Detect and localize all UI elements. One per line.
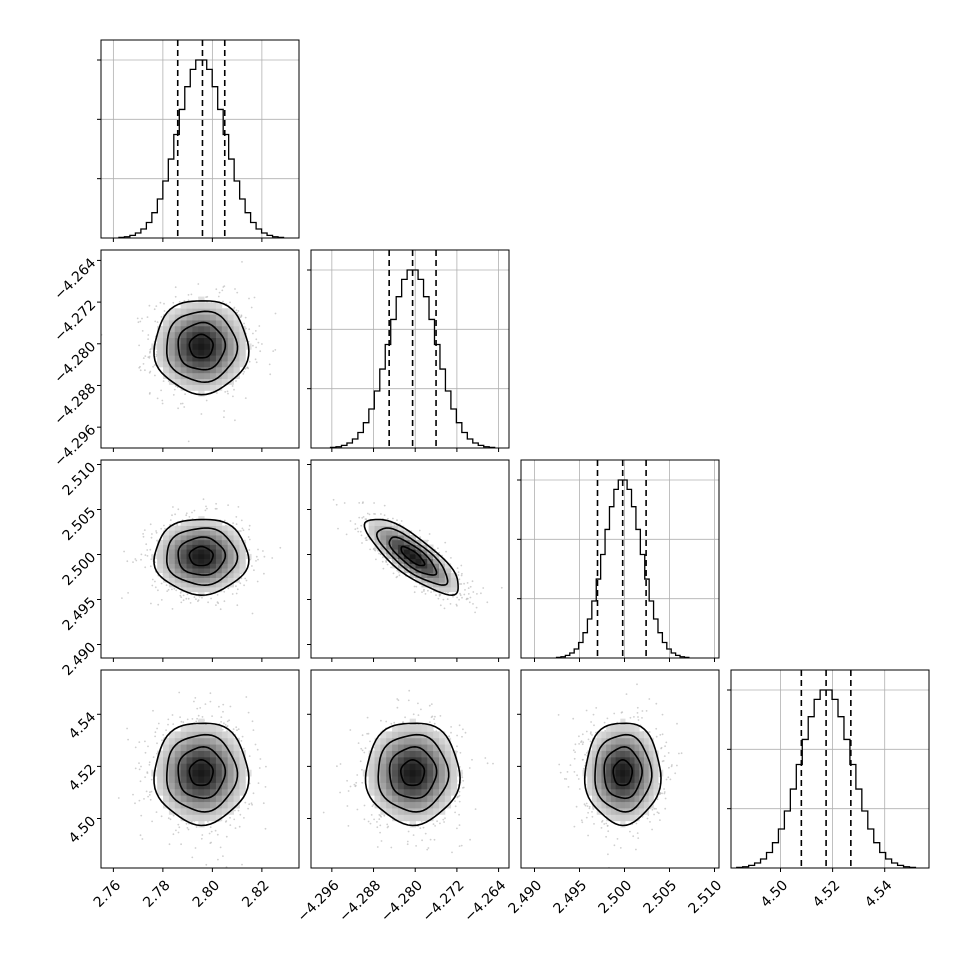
y-tick-label: −4.288 (51, 380, 99, 428)
x-tick-label: −4.264 (461, 877, 509, 925)
y-tick-label: 2.500 (60, 549, 100, 589)
contour-3 (363, 518, 459, 597)
panel-1-0 (97, 249, 300, 452)
contour-0 (612, 758, 633, 787)
y-tick-label: 4.52 (66, 761, 99, 794)
x-tick-label: 2.510 (686, 877, 726, 917)
contour-3 (364, 722, 461, 827)
y-tick-label: 2.505 (60, 504, 100, 544)
contour-0 (400, 758, 426, 787)
panel-frame (310, 459, 510, 659)
y-tick-label: −4.296 (51, 422, 99, 470)
contour-1 (388, 745, 438, 800)
contour-2 (594, 733, 653, 813)
x-tick-label: −4.272 (420, 877, 468, 925)
contour-1 (603, 745, 643, 800)
contour-3 (153, 518, 250, 597)
panel-frame (310, 669, 510, 869)
x-tick-label: 4.54 (862, 877, 895, 910)
x-tick-label: 2.500 (596, 877, 636, 917)
panel-frame (100, 669, 300, 869)
panel-background (101, 40, 299, 238)
contour-2 (166, 527, 239, 587)
contour-1 (388, 536, 438, 576)
x-tick-label: 2.505 (641, 877, 681, 917)
diag-panel-3 (727, 669, 930, 872)
panel-2-0 (97, 459, 300, 662)
panel-frame (100, 39, 300, 239)
y-tick-label: 4.50 (66, 813, 99, 846)
contour-1 (177, 745, 227, 800)
contour-1 (177, 536, 227, 576)
panel-frame (310, 249, 510, 449)
contour-2 (375, 527, 449, 586)
panel-frame (100, 249, 300, 449)
x-tick-label: 2.82 (239, 877, 272, 910)
contour-0 (188, 333, 214, 359)
y-tick-label: 2.490 (60, 639, 100, 679)
y-tick-label: 2.495 (60, 594, 100, 634)
x-tick-label: 2.490 (506, 877, 546, 917)
x-tick-label: 2.78 (140, 877, 173, 910)
contour-3 (153, 722, 250, 827)
panel-2-1 (307, 459, 510, 662)
histogram-0 (118, 59, 285, 239)
contour-2 (377, 733, 450, 813)
y-tick-label: −4.264 (51, 255, 99, 303)
x-tick-label: 2.80 (190, 877, 223, 910)
contour-0 (188, 545, 214, 567)
contour-0 (188, 758, 214, 787)
x-tick-label: 4.52 (810, 877, 843, 910)
y-tick-label: −4.280 (51, 339, 99, 387)
x-tick-label: −4.296 (295, 877, 343, 925)
panel-frame (730, 669, 930, 869)
panel-3-1 (307, 669, 510, 872)
panel-background (521, 460, 719, 658)
x-tick-label: −4.280 (378, 877, 426, 925)
contour-3 (583, 722, 662, 827)
panel-3-0 (97, 669, 300, 872)
y-tick-label: 4.54 (66, 709, 99, 742)
contour-3 (153, 300, 250, 396)
contour-0 (400, 545, 426, 567)
x-tick-label: −4.288 (336, 877, 384, 925)
panel-background (311, 250, 509, 448)
contour-2 (166, 733, 239, 813)
panel-frame (520, 459, 720, 659)
panel-background (731, 670, 929, 868)
diag-panel-0 (97, 39, 300, 242)
diag-panel-2 (517, 459, 720, 662)
x-tick-label: 4.50 (758, 877, 791, 910)
contour-1 (177, 321, 227, 371)
panel-frame (520, 669, 720, 869)
panel-3-2 (517, 669, 720, 872)
x-tick-label: 2.76 (91, 877, 124, 910)
y-tick-label: −4.272 (51, 297, 99, 345)
x-tick-label: 2.495 (551, 877, 591, 917)
contour-2 (166, 310, 239, 384)
diag-panel-1 (307, 249, 510, 452)
panel-frame (100, 459, 300, 659)
